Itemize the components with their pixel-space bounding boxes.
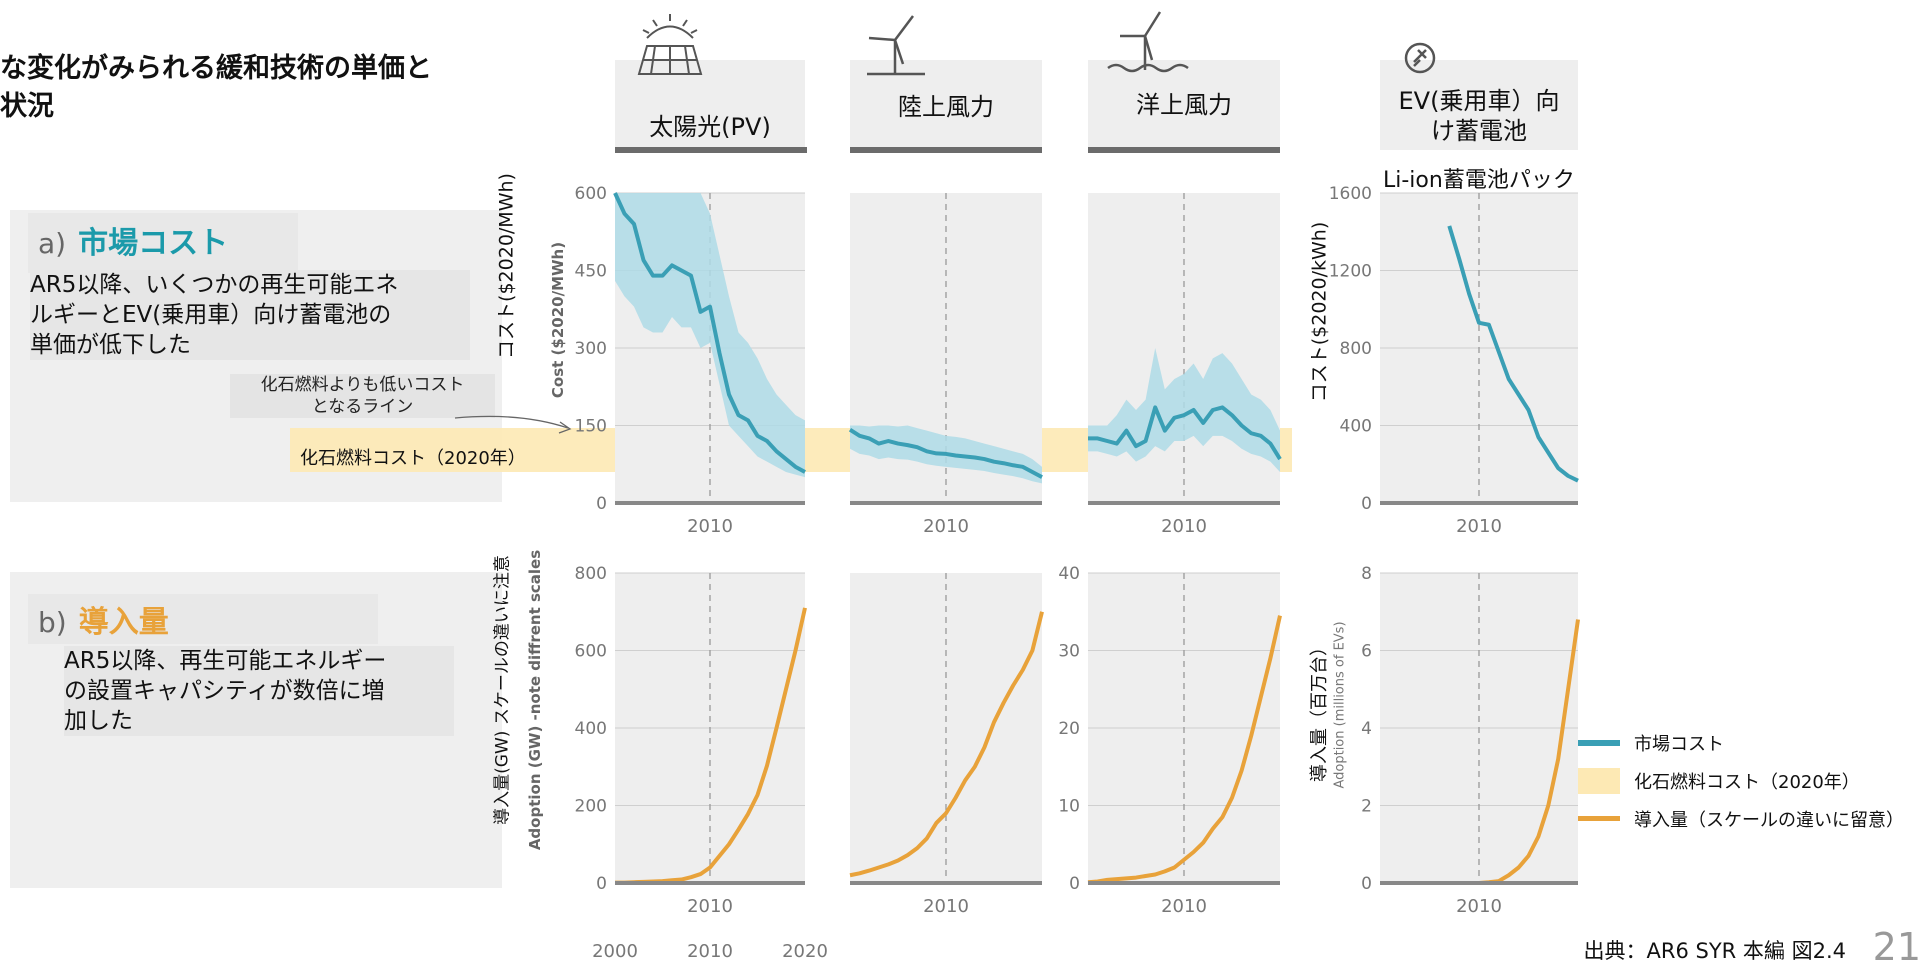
fossil-annotation-line-2: となるライン	[311, 397, 414, 417]
offshore-adoption-ytick-0: 0	[1069, 874, 1080, 894]
header-pv-label: 太陽光(PV)	[649, 113, 771, 141]
page-title-line-2: 状況	[0, 91, 54, 122]
header-bar-onshore	[850, 147, 1042, 153]
section-b-desc-line-3: 加した	[64, 708, 133, 734]
section-a-letter: a)	[38, 227, 67, 260]
offshore-adoption-ytick-4: 40	[1058, 564, 1080, 584]
source-citation: 出典：AR6 SYR 本編 図2.4	[1583, 939, 1847, 963]
pv-cost-xtick-0: 2010	[687, 516, 733, 537]
section-a-title: 市場コスト	[78, 226, 229, 261]
battery-cost-ytick-2: 800	[1340, 339, 1372, 359]
pv-cost-range-band	[615, 193, 805, 478]
header-onshore-label: 陸上風力	[898, 93, 994, 121]
onshore-cost-line	[848, 427, 1043, 479]
pv-cost-ytick-2: 300	[575, 339, 607, 359]
fossil-fuel-label: 化石燃料コスト（2020年）	[300, 448, 526, 469]
battery-adoption-ytick-1: 2	[1361, 797, 1372, 817]
pv-adoption-ytick-2: 400	[575, 719, 607, 739]
page-title-line-1: な変化がみられる緩和技術の単価と	[0, 53, 432, 84]
pv-adoption-ytick-3: 600	[575, 642, 607, 662]
section-a-desc-line-1: AR5以降、いくつかの再生可能エネ	[30, 272, 399, 298]
section-b-desc-line-2: の設置キャパシティが数倍に増	[64, 678, 385, 704]
legend-label-adoption: 導入量（スケールの違いに留意）	[1634, 810, 1904, 831]
header-bar-offshore	[1088, 147, 1280, 153]
legend-swatch-cost	[1578, 740, 1620, 746]
section-a-heading: a) 市場コスト	[38, 218, 228, 262]
battery-cost-ytick-4: 1600	[1329, 184, 1372, 204]
section-b-letter: b)	[38, 606, 67, 639]
pv-cost-ytick-1: 150	[575, 417, 607, 437]
pv-cost-ytick-3: 450	[575, 262, 607, 282]
offshore-adoption-ytick-2: 20	[1058, 719, 1080, 739]
offshore-cost-xtick-0: 2010	[1161, 516, 1207, 537]
section-a-desc-line-3: 単価が低下した	[30, 332, 191, 358]
page-number: 21	[1872, 925, 1921, 969]
pv-adoption-xtick-0: 2000	[592, 941, 638, 962]
header-battery-label: EV(乗用車）向 け蓄電池	[1398, 87, 1560, 145]
onshore-wind-turbine-icon	[867, 15, 925, 76]
pv-cost-ytick-4: 600	[575, 184, 607, 204]
legend-label-fossil: 化石燃料コスト（2020年）	[1634, 772, 1860, 793]
offshore-adoption-xtick-0: 2010	[1161, 896, 1207, 917]
section-b-desc-line-1: AR5以降、再生可能エネルギー	[64, 648, 387, 674]
fossil-annotation-line-1: 化石燃料よりも低いコスト	[260, 375, 465, 395]
pv-cost-ytick-0: 0	[596, 494, 607, 514]
battery-cost-xtick-0: 2010	[1456, 516, 1502, 537]
battery-adoption-ytick-4: 8	[1361, 564, 1372, 584]
battery-adoption-ytick-2: 4	[1361, 719, 1372, 739]
header-battery: EV(乗用車）向 け蓄電池	[1380, 60, 1578, 150]
onshore-adoption-line	[849, 611, 1044, 878]
pv-adoption-ytick-0: 0	[596, 874, 607, 894]
battery-cost-ytick-0: 0	[1361, 494, 1372, 514]
pv-adoption-xtick-1: 2010	[687, 941, 733, 962]
section-a-title-box	[28, 213, 298, 273]
section-a-description: AR5以降、いくつかの再生可能エネ ルギーとEV(乗用車）向け蓄電池の 単価が低…	[30, 270, 470, 360]
section-a-desc-line-2: ルギーとEV(乗用車）向け蓄電池の	[30, 302, 392, 328]
battery-cost-ytick-1: 400	[1340, 417, 1372, 437]
pv-adoption-xtick-2: 2020	[782, 941, 828, 962]
battery-cost-ytick-3: 1200	[1329, 262, 1372, 282]
offshore-cost-range-band	[1088, 348, 1280, 472]
battery-cost-line	[1447, 225, 1579, 483]
fossil-annotation: 化石燃料よりも低いコスト となるライン	[230, 374, 495, 418]
pv-adoption-ytick-1: 200	[575, 797, 607, 817]
offshore-adoption-ytick-3: 30	[1058, 642, 1080, 662]
header-bar-pv	[615, 147, 807, 153]
annotation-arrow-head	[558, 421, 572, 434]
battery-subtitle: Li-ion蓄電池パック	[1383, 168, 1575, 193]
section-b-description: AR5以降、再生可能エネルギー の設置キャパシティが数倍に増 加した	[64, 646, 454, 736]
section-b-title-box	[28, 594, 378, 644]
battery-adoption-ytick-3: 6	[1361, 642, 1372, 662]
annotation-arrow	[454, 415, 569, 429]
legend-label-cost: 市場コスト	[1634, 734, 1724, 755]
header-offshore-label: 洋上風力	[1136, 91, 1232, 119]
section-b-heading: b) 導入量	[38, 597, 169, 641]
battery-adoption-xtick-0: 2010	[1456, 896, 1502, 917]
offshore-cost-line	[1088, 405, 1282, 461]
offshore-adoption-ytick-1: 10	[1058, 797, 1080, 817]
pv-adoption-xtick-inner: 2010	[687, 896, 733, 917]
solar-panel-icon	[637, 14, 703, 75]
onshore-adoption-xtick-0: 2010	[923, 896, 969, 917]
pv-adoption-ytick-4: 800	[575, 564, 607, 584]
header-offshore: 洋上風力	[1088, 60, 1280, 150]
onshore-cost-xtick-0: 2010	[923, 516, 969, 537]
legend-swatch-adoption	[1578, 816, 1620, 821]
page-title: な変化がみられる緩和技術の単価と 状況	[0, 50, 520, 126]
ev-charger-icon	[1404, 42, 1436, 74]
pv-cost-line	[613, 192, 806, 474]
offshore-wind-turbine-icon	[1107, 11, 1189, 73]
section-b-title: 導入量	[78, 605, 169, 640]
battery-adoption-ytick-0: 0	[1361, 874, 1372, 894]
legend-swatch-fossil	[1578, 768, 1620, 794]
offshore-adoption-line	[1087, 615, 1282, 885]
